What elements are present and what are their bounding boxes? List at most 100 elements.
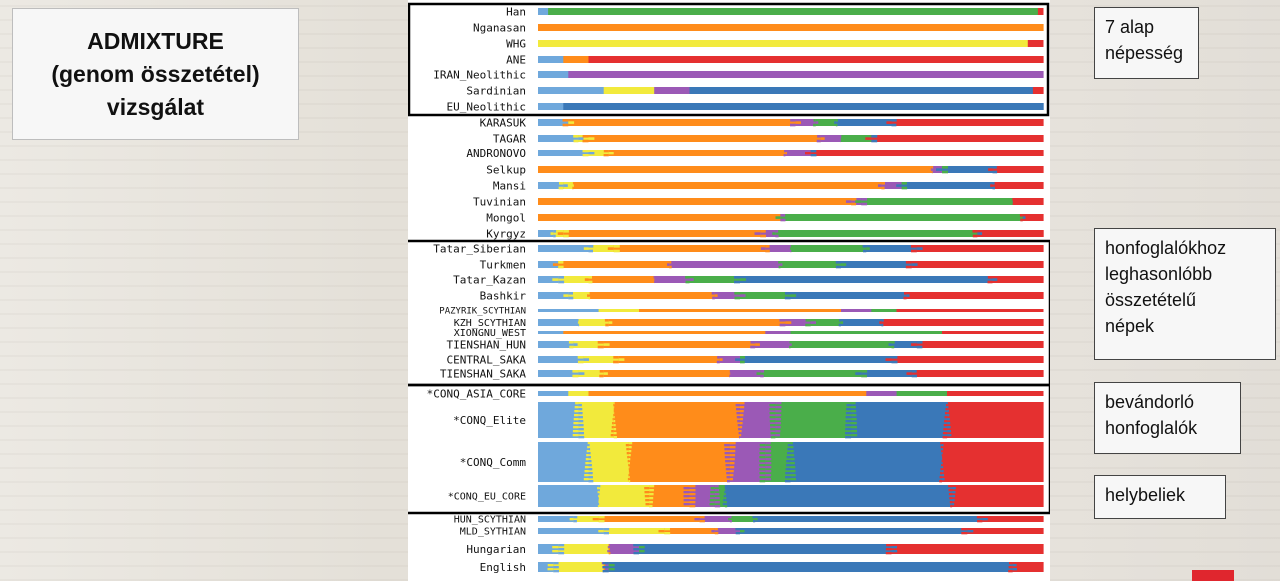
admixture-segment-edge bbox=[714, 532, 719, 535]
population-label: Turkmen bbox=[480, 258, 526, 271]
admixture-segment bbox=[911, 261, 1044, 268]
admixture-segment bbox=[820, 135, 842, 142]
admixture-segment-edge bbox=[810, 150, 817, 153]
admixture-segment bbox=[573, 516, 600, 522]
admixture-segment-edge bbox=[813, 123, 816, 127]
admixture-segment-edge bbox=[694, 518, 700, 521]
admixture-segment-edge bbox=[943, 428, 947, 431]
admixture-segment-edge bbox=[602, 570, 609, 573]
admixture-segment-edge bbox=[779, 319, 786, 322]
admixture-segment-edge bbox=[664, 528, 670, 531]
title-line-1: ADMIXTURE bbox=[87, 27, 224, 54]
admixture-segment-edge bbox=[845, 432, 852, 435]
population-label: HUN_SCYTHIAN bbox=[454, 515, 526, 526]
admixture-segment-edge bbox=[598, 503, 600, 506]
admixture-segment-edge bbox=[770, 432, 776, 435]
admixture-segment-edge bbox=[752, 516, 756, 519]
admixture-segment-edge bbox=[602, 566, 609, 569]
admixture-segment-edge bbox=[547, 568, 554, 571]
admixture-segment-edge bbox=[740, 418, 743, 421]
admixture-segment-edge bbox=[669, 265, 672, 269]
population-label: ANDRONOVO bbox=[466, 147, 526, 160]
admixture-segment-edge bbox=[941, 464, 942, 467]
admixture-segment-edge bbox=[710, 495, 715, 498]
admixture-segment bbox=[538, 442, 590, 482]
admixture-segment bbox=[598, 516, 701, 522]
admixture-segment-edge bbox=[739, 436, 740, 439]
admixture-segment-edge bbox=[940, 442, 942, 445]
admixture-segment-edge bbox=[649, 497, 654, 500]
admixture-segment bbox=[1032, 87, 1044, 94]
admixture-segment bbox=[861, 198, 1014, 205]
admixture-segment-edge bbox=[780, 263, 783, 266]
admixture-segment-edge bbox=[787, 448, 791, 451]
admixture-segment-edge bbox=[628, 446, 632, 449]
group-frame-conquerors bbox=[408, 383, 1050, 515]
admixture-segment-edge bbox=[611, 430, 614, 433]
admixture-segment-edge bbox=[644, 495, 650, 498]
admixture-segment-edge bbox=[947, 414, 950, 417]
annotation-similar-peoples-line: összetételű bbox=[1105, 290, 1197, 310]
admixture-segment-edge bbox=[610, 434, 614, 437]
admixture-segment-edge bbox=[846, 404, 852, 407]
admixture-segment-edge bbox=[865, 137, 872, 140]
admixture-segment bbox=[916, 341, 1044, 348]
population-label: Selkup bbox=[486, 163, 526, 176]
admixture-segment bbox=[578, 370, 605, 377]
admixture-segment-edge bbox=[901, 186, 908, 190]
population-label: PAZYRIK_SCYTHIAN bbox=[439, 307, 526, 317]
admixture-segment-edge bbox=[949, 501, 953, 504]
admixture-segment-edge bbox=[881, 186, 885, 190]
admixture-segment bbox=[654, 87, 691, 94]
admixture-segment-edge bbox=[699, 516, 705, 519]
admixture-segment-edge bbox=[611, 426, 614, 429]
admixture-segment bbox=[881, 182, 903, 189]
admixture-segment-edge bbox=[992, 166, 997, 169]
admixture-segment bbox=[568, 71, 1044, 78]
admixture-segment bbox=[977, 230, 1044, 237]
admixture-segment-edge bbox=[734, 276, 740, 279]
admixture-segment-edge bbox=[588, 296, 591, 300]
admixture-segment-edge bbox=[608, 548, 610, 551]
admixture-segment-edge bbox=[558, 280, 565, 284]
admixture-segment-edge bbox=[885, 358, 892, 361]
admixture-segment-edge bbox=[613, 428, 617, 431]
population-label: *CONQ_Comm bbox=[460, 456, 527, 469]
admixture-segment bbox=[538, 245, 590, 252]
population-label: WHG bbox=[506, 37, 526, 50]
admixture-segment-edge bbox=[871, 135, 878, 138]
admixture-segment-edge bbox=[835, 265, 841, 269]
admixture-segment-edge bbox=[940, 446, 942, 449]
admixture-segment-edge bbox=[942, 478, 945, 481]
admixture-segment-edge bbox=[726, 472, 730, 475]
admixture-segment-edge bbox=[905, 265, 912, 269]
admixture-segment bbox=[861, 370, 913, 377]
admixture-segment-edge bbox=[552, 278, 559, 281]
annotation-immigrant-conquerors-line: bevándorló bbox=[1105, 392, 1195, 412]
population-label: TIENSHAN_SAKA bbox=[440, 367, 526, 380]
admixture-segment-edge bbox=[790, 119, 796, 122]
admixture-segment bbox=[588, 150, 610, 156]
admixture-segment-edge bbox=[790, 454, 795, 457]
admixture-segment bbox=[603, 341, 756, 348]
admixture-segment-edge bbox=[574, 410, 579, 413]
admixture-segment-edge bbox=[785, 321, 792, 324]
admixture-segment-edge bbox=[772, 232, 776, 235]
admixture-segment-edge bbox=[573, 422, 579, 425]
admixture-segment bbox=[790, 442, 943, 482]
admixture-segment-edge bbox=[790, 450, 794, 453]
admixture-segment-edge bbox=[588, 460, 592, 463]
admixture-segment-edge bbox=[820, 137, 825, 140]
admixture-segment-edge bbox=[845, 412, 852, 415]
admixture-segment-edge bbox=[597, 491, 599, 494]
admixture-segment-edge bbox=[734, 292, 740, 295]
population-label: Tatar_Kazan bbox=[453, 273, 526, 286]
admixture-segment-edge bbox=[947, 410, 949, 413]
admixture-segment bbox=[568, 119, 797, 126]
admixture-segment-edge bbox=[608, 552, 611, 555]
admixture-segment bbox=[881, 319, 1044, 326]
admixture-segment-edge bbox=[588, 249, 593, 253]
admixture-segment bbox=[790, 331, 943, 334]
admixture-segment-edge bbox=[740, 294, 746, 297]
admixture-segment-edge bbox=[944, 416, 948, 419]
